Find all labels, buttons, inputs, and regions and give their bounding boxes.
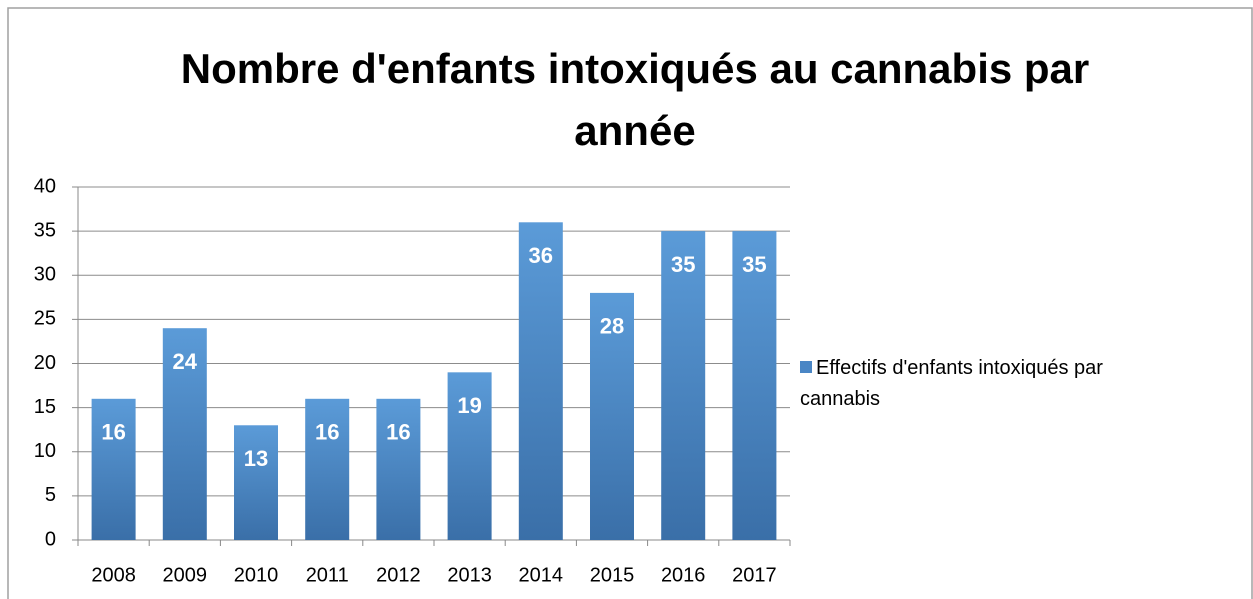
- legend-label: Effectifs d'enfants intoxiqués par canna…: [800, 357, 1103, 410]
- y-tick-label: 40: [34, 175, 56, 197]
- bar: [376, 398, 421, 540]
- data-label: 36: [529, 243, 553, 268]
- data-label: 35: [671, 252, 695, 277]
- y-tick-label: 25: [34, 308, 56, 330]
- x-tick-label: 2012: [376, 564, 421, 586]
- data-label: 24: [173, 349, 198, 374]
- bar: [518, 222, 563, 541]
- x-tick-label: 2009: [163, 564, 208, 586]
- x-tick-label: 2008: [91, 564, 136, 586]
- bar: [91, 398, 136, 540]
- bar: [234, 425, 278, 540]
- bar: [661, 231, 706, 540]
- chart-border: [7, 7, 1253, 599]
- x-tick-label: 2016: [661, 564, 706, 586]
- y-tick-label: 20: [34, 352, 56, 374]
- legend-swatch: [800, 361, 812, 373]
- x-tick-label: 2010: [234, 564, 279, 586]
- y-tick-label: 10: [34, 440, 56, 462]
- data-label: 28: [600, 314, 624, 339]
- bar: [447, 372, 492, 540]
- data-label: 13: [244, 446, 268, 471]
- data-label: 35: [742, 252, 766, 277]
- y-tick-label: 5: [45, 484, 56, 506]
- bar: [732, 231, 777, 540]
- x-tick-label: 2013: [447, 564, 492, 586]
- data-label: 16: [101, 420, 125, 445]
- x-tick-label: 2017: [732, 564, 777, 586]
- y-tick-label: 15: [34, 396, 56, 418]
- bar: [305, 398, 350, 540]
- y-tick-label: 35: [34, 219, 56, 241]
- data-label: 16: [315, 420, 339, 445]
- bar: [162, 328, 207, 540]
- x-tick-label: 2011: [306, 564, 349, 586]
- x-tick-label: 2014: [519, 564, 564, 586]
- y-tick-label: 0: [45, 528, 56, 550]
- data-label: 16: [386, 420, 410, 445]
- chart-title: Nombre d'enfants intoxiqués au cannabis …: [180, 45, 1090, 154]
- bar: [590, 292, 634, 540]
- data-label: 19: [457, 393, 481, 418]
- x-tick-label: 2015: [590, 564, 635, 586]
- y-tick-label: 30: [34, 264, 56, 286]
- legend: Effectifs d'enfants intoxiqués par canna…: [800, 353, 1180, 415]
